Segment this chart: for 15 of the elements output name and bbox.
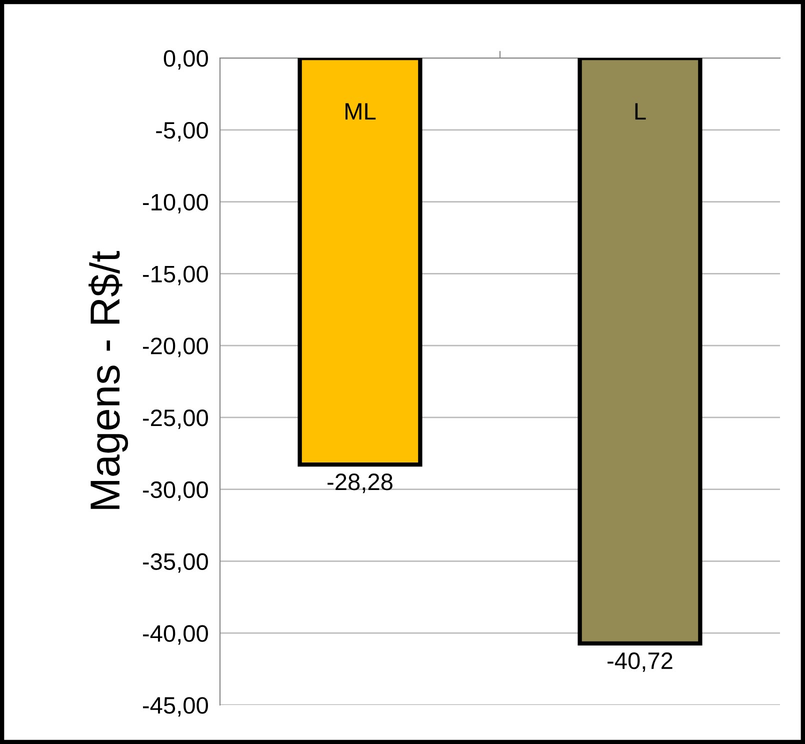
y-tick-label: -25,00 — [142, 410, 208, 430]
x-tick-label: L — [635, 103, 646, 120]
y-tick-label: -40,00 — [142, 625, 208, 645]
y-tick-label: 0,00 — [164, 50, 208, 70]
data-label: -28,28 — [328, 474, 392, 494]
y-tick-label: -15,00 — [142, 266, 208, 286]
y-tick-label: -30,00 — [142, 481, 208, 501]
y-tick-label: -10,00 — [142, 194, 208, 214]
y-tick-label: -45,00 — [142, 697, 208, 717]
y-axis-title: Magens - R$/t — [88, 250, 128, 509]
data-label: -40,72 — [608, 652, 672, 672]
y-tick-label: -5,00 — [156, 122, 208, 142]
y-tick-label: -35,00 — [142, 553, 208, 573]
x-tick-label: ML — [346, 103, 376, 120]
y-tick-label: -20,00 — [142, 338, 208, 358]
